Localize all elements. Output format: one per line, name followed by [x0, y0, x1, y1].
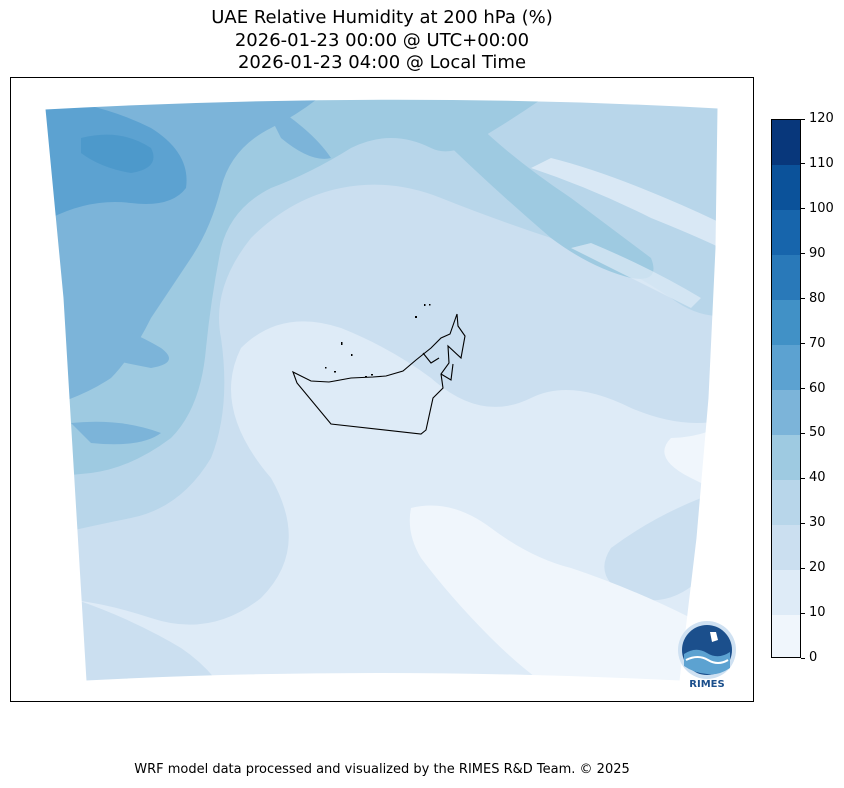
colorbar-band: [772, 434, 800, 480]
colorbar-tick: [801, 388, 805, 389]
colorbar-band: [772, 164, 800, 211]
colorbar-tick-label: 20: [809, 560, 826, 576]
colorbar-tick-label: 80: [809, 290, 826, 306]
uae-islands: [325, 304, 431, 378]
colorbar-tick: [801, 477, 805, 479]
colorbar-tick: [801, 567, 805, 569]
map-panel: [10, 77, 754, 702]
colorbar-tick-label: 30: [809, 515, 826, 531]
humidity-contours: [45, 99, 718, 682]
colorbar-tick-label: 10: [809, 605, 826, 621]
colorbar-band: [772, 299, 800, 346]
uae-boundary: [292, 313, 466, 435]
colorbar-tick-label: 70: [809, 335, 826, 351]
humidity-map: [44, 98, 719, 682]
rimes-logo: RIMES: [678, 621, 736, 690]
colorbar-tick-label: 0: [809, 650, 818, 665]
colorbar-tick: [801, 432, 805, 434]
colorbar-band: [772, 389, 800, 435]
colorbar-tick: [801, 208, 805, 210]
colorbar-tick: [801, 253, 805, 255]
colorbar-band: [772, 569, 800, 615]
colorbar-tick: [801, 343, 805, 345]
colorbar-band: [772, 209, 800, 256]
colorbar-tick-label: 60: [809, 380, 826, 396]
map-subtitle-local: 2026-01-23 04:00 @ Local Time: [237, 52, 527, 73]
colorbar-band: [772, 524, 800, 570]
colorbar-tick-label: 90: [809, 245, 826, 261]
colorbar-band: [772, 479, 800, 525]
colorbar-tick-label: 50: [809, 425, 826, 441]
colorbar-tick: [801, 522, 805, 524]
colorbar-tick-label: 120: [809, 111, 834, 126]
rimes-logo-text: RIMES: [689, 679, 724, 690]
colorbar-tick: [801, 118, 805, 120]
colorbar-tick: [801, 163, 805, 165]
colorbar-tick: [801, 657, 805, 659]
colorbar-tick-label: 100: [809, 200, 834, 216]
colorbar: [771, 119, 801, 658]
colorbar-tick: [801, 298, 805, 300]
map-title: UAE Relative Humidity at 200 hPa (%): [211, 7, 553, 28]
map-subtitle-utc: 2026-01-23 00:00 @ UTC+00:00: [234, 30, 530, 51]
colorbar-tick-label: 40: [809, 470, 826, 486]
credit-footer: WRF model data processed and visualized …: [134, 762, 630, 777]
colorbar-band: [772, 344, 800, 390]
colorbar-band: [772, 120, 800, 166]
colorbar-tick: [801, 612, 805, 614]
colorbar-band: [772, 614, 800, 657]
colorbar-tick-label: 110: [809, 155, 834, 171]
uae-outline: [292, 313, 466, 435]
colorbar-band: [772, 254, 800, 301]
